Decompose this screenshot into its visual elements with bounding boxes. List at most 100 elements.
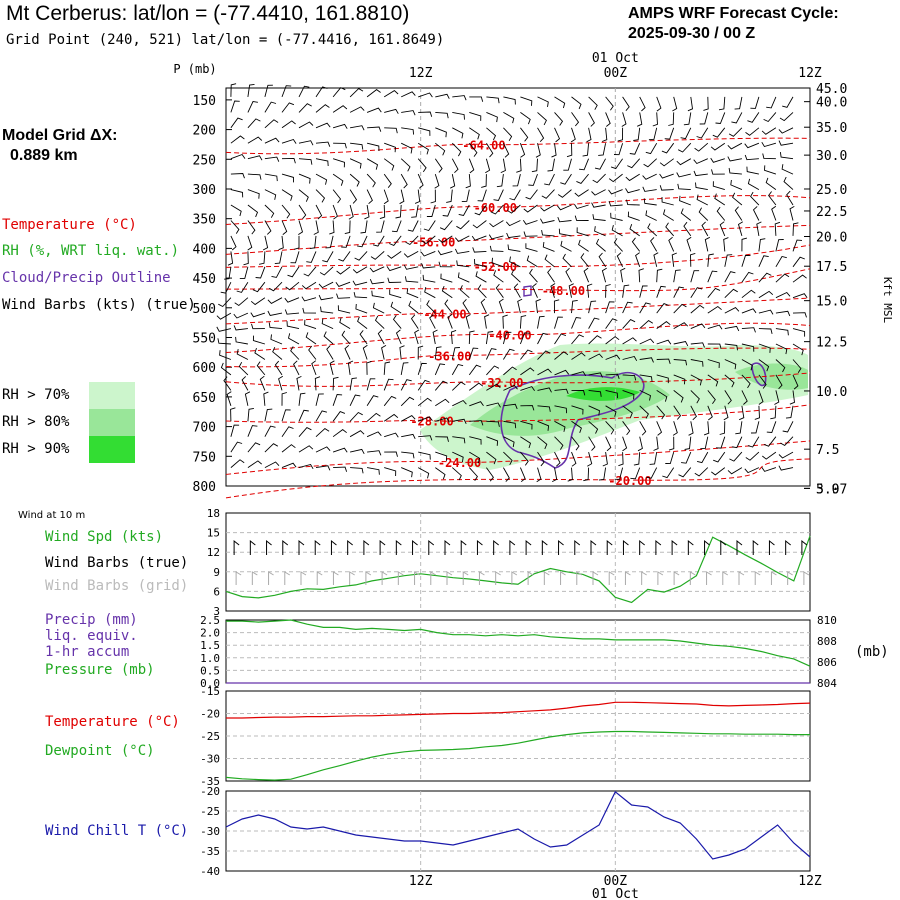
- upper-wind-barb: [664, 127, 675, 140]
- legend-cloud: Cloud/Precip Outline: [2, 270, 171, 286]
- upper-wind-barb: [642, 173, 657, 180]
- upper-wind-barb: [475, 271, 487, 283]
- upper-wind-barb: [680, 127, 692, 140]
- upper-wind-barb: [451, 363, 464, 376]
- upper-wind-barb: [420, 250, 436, 257]
- surface-wind-barb-grid: [608, 571, 615, 585]
- surface-wind-barb-true: [736, 539, 743, 555]
- upper-wind-barb: [557, 216, 572, 223]
- upper-wind-barb: [401, 91, 416, 98]
- upper-wind-barb: [450, 329, 457, 345]
- surface-wind-barb-true: [347, 539, 353, 555]
- upper-wind-barb: [485, 331, 494, 345]
- upper-wind-barb: [778, 140, 794, 146]
- upper-wind-barb: [598, 467, 607, 481]
- legend-rh70: RH > 70%: [2, 387, 70, 403]
- upper-wind-barb: [216, 312, 232, 320]
- upper-wind-barb: [554, 112, 564, 126]
- upper-wind-barb: [354, 251, 368, 261]
- upper-wind-barb: [529, 268, 538, 283]
- upper-wind-barb: [417, 397, 432, 407]
- upper-wind-barb: [451, 142, 462, 157]
- surface-wind-barb-grid: [560, 571, 566, 585]
- upper-wind-barb: [434, 346, 442, 360]
- upper-wind-barb: [741, 271, 754, 283]
- upper-wind-barb: [520, 367, 535, 376]
- cloud-outline-small: [523, 285, 532, 297]
- upper-wind-barb: [537, 96, 549, 107]
- upper-wind-barb: [724, 343, 738, 351]
- upper-wind-barb: [747, 436, 760, 448]
- upper-wind-barb: [349, 377, 357, 391]
- upper-wind-barb: [230, 424, 240, 437]
- upper-wind-barb: [230, 83, 237, 97]
- upper-wind-barb: [339, 317, 351, 329]
- upper-wind-barb: [384, 127, 398, 134]
- pressure-tick-label: 450: [193, 272, 216, 287]
- upper-wind-barb: [383, 413, 399, 422]
- upper-wind-barb: [318, 294, 334, 301]
- upper-wind-barb: [528, 173, 538, 186]
- upper-wind-barb: [461, 189, 470, 203]
- upper-wind-barb: [349, 173, 360, 187]
- upper-wind-barb: [643, 158, 658, 168]
- upper-wind-barb: [622, 319, 636, 329]
- upper-wind-barb: [750, 191, 760, 206]
- upper-wind-barb: [367, 467, 380, 475]
- chill-panel-tick-label: -35: [200, 845, 220, 858]
- upper-wind-barb: [429, 314, 436, 329]
- upper-wind-barb: [727, 467, 743, 475]
- upper-wind-barb: [262, 235, 269, 251]
- upper-wind-barb: [318, 281, 334, 289]
- upper-wind-barb: [298, 427, 312, 437]
- surface-wind-barb-grid: [511, 571, 518, 585]
- upper-wind-barb: [724, 359, 737, 370]
- upper-wind-barb: [554, 405, 568, 414]
- upper-wind-barb: [383, 361, 391, 375]
- upper-wind-barb: [298, 189, 309, 202]
- pressure-right-unit: (mb): [855, 644, 889, 660]
- upper-wind-barb: [332, 158, 345, 168]
- upper-wind-barb: [230, 153, 246, 160]
- upper-wind-barb: [735, 421, 743, 435]
- upper-wind-barb: [451, 158, 459, 174]
- upper-wind-barb: [341, 330, 351, 345]
- upper-wind-barb: [656, 358, 671, 365]
- upper-wind-barb: [774, 390, 780, 405]
- surface-wind-barb-true: [476, 539, 483, 555]
- upper-wind-barb: [605, 436, 612, 452]
- upper-wind-barb: [638, 268, 644, 283]
- upper-wind-barb: [554, 451, 561, 467]
- surface-wind-barb-true: [622, 539, 629, 555]
- upper-wind-barb: [792, 374, 799, 390]
- upper-wind-barb: [298, 445, 314, 453]
- upper-wind-barb: [384, 142, 396, 153]
- precip-panel-tick-label: 1.5: [200, 639, 220, 652]
- upper-wind-barb: [298, 409, 309, 422]
- bottom-time-tick-label: 12Z: [409, 874, 433, 889]
- temperature-contour-label: -36.00: [428, 349, 471, 363]
- pressure-tick-label: 800: [193, 480, 216, 495]
- upper-wind-barb: [401, 451, 415, 459]
- upper-wind-barb: [547, 158, 555, 172]
- upper-wind-barb: [264, 156, 280, 162]
- precip-panel-frame: [225, 619, 811, 684]
- upper-wind-barb: [418, 451, 431, 460]
- upper-wind-barb: [309, 235, 317, 250]
- upper-wind-barb: [587, 451, 593, 467]
- upper-wind-barb: [400, 396, 415, 407]
- upper-wind-barb: [332, 173, 344, 186]
- upper-wind-barb: [247, 155, 263, 161]
- height-tick-label: 22.5: [816, 205, 847, 220]
- upper-wind-barb: [637, 436, 643, 452]
- upper-wind-barb: [407, 220, 419, 232]
- upper-wind-barb: [230, 407, 236, 422]
- upper-wind-barb: [710, 142, 726, 151]
- upper-wind-barb: [315, 158, 329, 167]
- upper-wind-barb: [268, 281, 283, 292]
- upper-wind-barb: [745, 127, 760, 136]
- upper-wind-barb: [639, 320, 654, 329]
- upper-wind-barb: [551, 143, 557, 158]
- upper-wind-barb: [477, 284, 487, 299]
- upper-wind-barb: [588, 96, 598, 110]
